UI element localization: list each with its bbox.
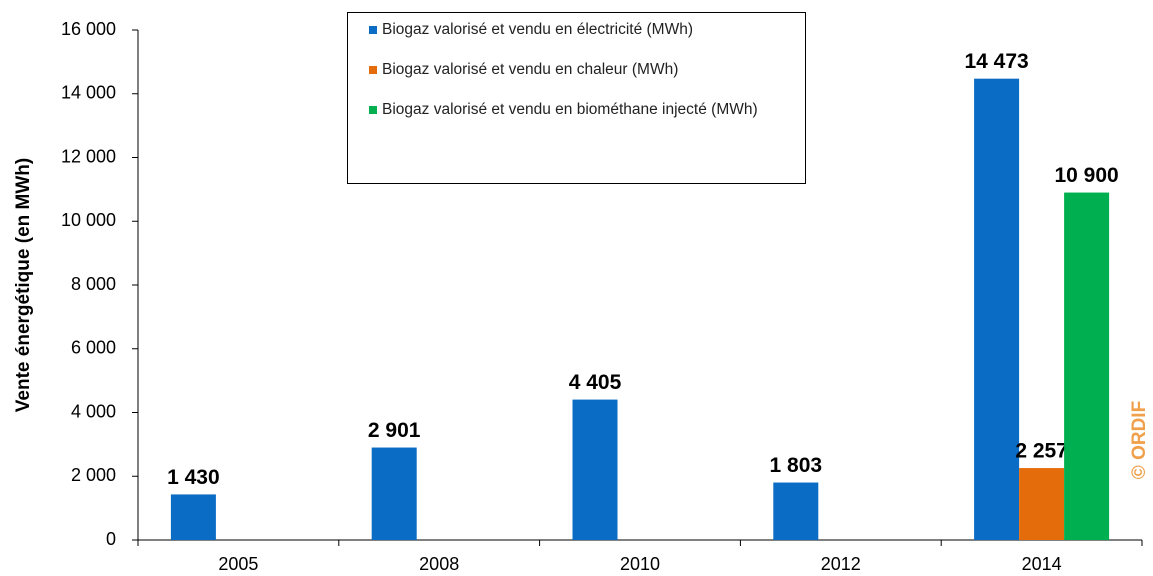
y-tick-label: 12 000 xyxy=(61,146,116,166)
data-label: 1 430 xyxy=(167,466,220,489)
x-tick-label: 2010 xyxy=(620,554,660,574)
legend-item: Biogaz valorisé et vendu en électricité … xyxy=(369,21,792,39)
x-tick-label: 2012 xyxy=(821,554,861,574)
bar xyxy=(371,447,417,540)
y-tick-label: 10 000 xyxy=(61,210,116,230)
y-tick-label: 16 000 xyxy=(61,19,116,39)
y-tick-label: 2 000 xyxy=(71,465,116,485)
bar xyxy=(974,78,1020,540)
data-label: 1 803 xyxy=(770,454,823,477)
bar xyxy=(1019,468,1065,540)
x-tick-label: 2005 xyxy=(218,554,258,574)
bar xyxy=(773,482,819,540)
y-tick-label: 6 000 xyxy=(71,338,116,358)
legend-label: Biogaz valorisé et vendu en chaleur (MWh… xyxy=(382,61,679,78)
legend-swatch xyxy=(369,106,377,114)
x-tick-label: 2008 xyxy=(419,554,459,574)
legend-item: Biogaz valorisé et vendu en chaleur (MWh… xyxy=(369,61,792,79)
bar xyxy=(572,399,618,540)
data-label: 14 473 xyxy=(964,50,1028,73)
legend-swatch xyxy=(369,66,377,74)
y-tick-label: 4 000 xyxy=(71,401,116,421)
legend-label: Biogaz valorisé et vendu en biométhane i… xyxy=(382,101,758,118)
y-tick-label: 0 xyxy=(106,529,116,549)
y-tick-label: 8 000 xyxy=(71,274,116,294)
legend-item: Biogaz valorisé et vendu en biométhane i… xyxy=(369,101,792,119)
y-axis-label: Vente énergétique (en MWh) xyxy=(13,158,34,412)
legend-label: Biogaz valorisé et vendu en électricité … xyxy=(382,21,693,38)
legend: Biogaz valorisé et vendu en électricité … xyxy=(347,12,806,184)
data-label: 10 900 xyxy=(1054,164,1118,187)
legend-swatch xyxy=(369,26,377,34)
data-label: 2 901 xyxy=(368,419,421,442)
data-label: 4 405 xyxy=(569,371,622,394)
bar xyxy=(170,494,216,540)
watermark: © ORDIF xyxy=(1129,401,1150,479)
y-tick-label: 14 000 xyxy=(61,83,116,103)
bar xyxy=(1064,192,1110,540)
x-tick-label: 2014 xyxy=(1022,554,1062,574)
data-label: 2 257 xyxy=(1015,440,1068,463)
